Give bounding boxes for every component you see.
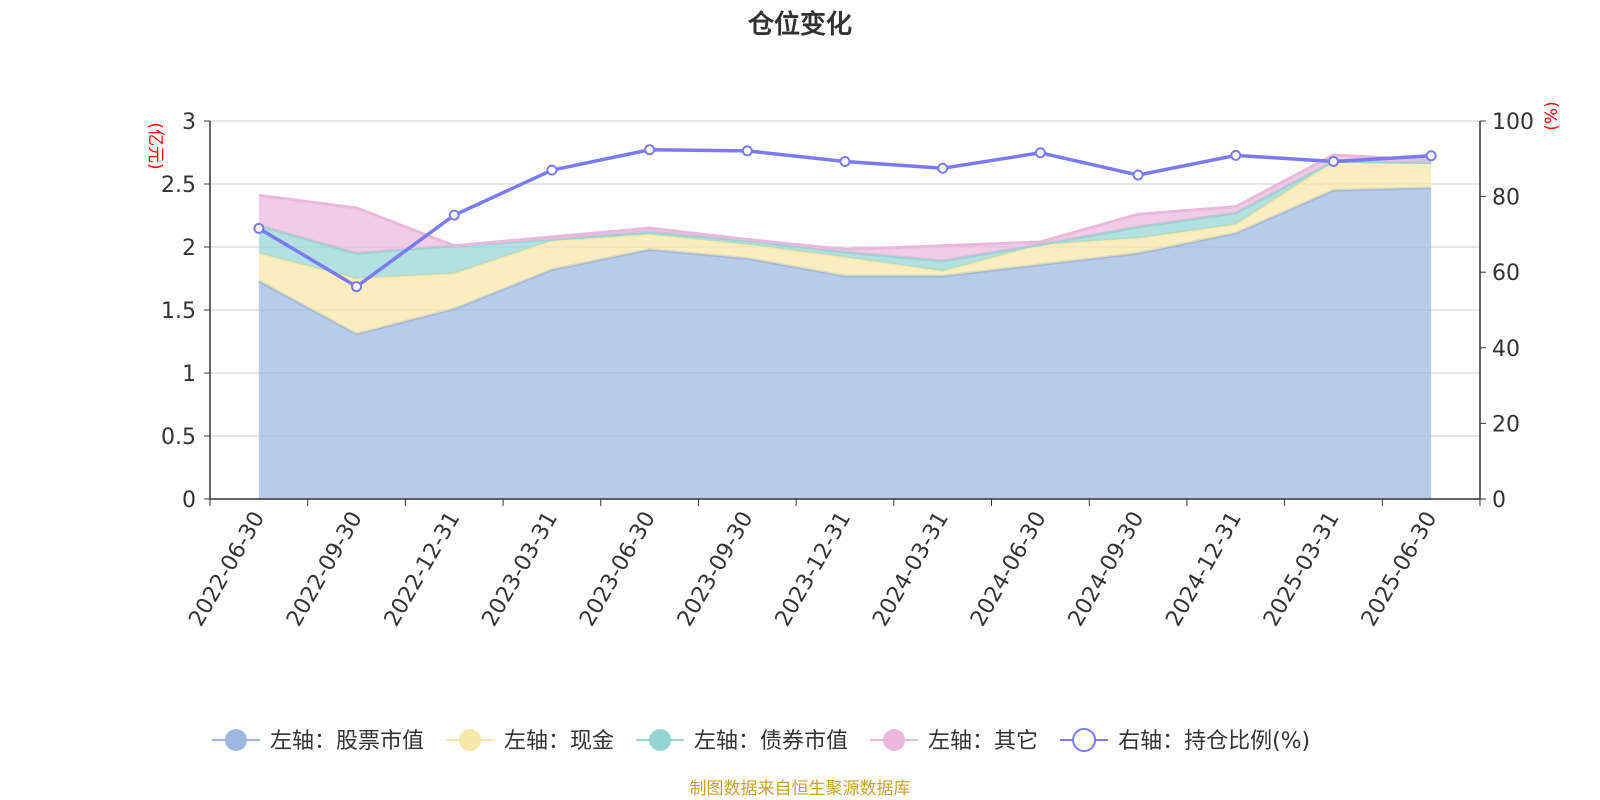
x-tick-label: 2022-12-31 xyxy=(380,508,466,631)
area-edge-3 xyxy=(258,153,1432,252)
legend-item-3: 左轴：其它 xyxy=(870,729,1038,754)
x-tick-label: 2022-09-30 xyxy=(282,508,368,631)
chart-title: 仓位变化 xyxy=(747,9,852,40)
left-tick-label: 1.5 xyxy=(161,299,196,324)
x-tick-label: 2023-03-31 xyxy=(478,508,564,631)
ratio-point xyxy=(1132,169,1144,181)
legend-marker xyxy=(225,729,247,751)
x-tick-label: 2025-06-30 xyxy=(1357,508,1443,631)
right-tick-label: 40 xyxy=(1492,337,1520,362)
ratio-point xyxy=(644,144,656,156)
ratio-point xyxy=(1034,147,1046,159)
right-tick-label: 100 xyxy=(1492,110,1534,135)
x-tick-label: 2023-06-30 xyxy=(575,508,661,631)
legend: 左轴：股票市值 左轴：现金 左轴：债券市值 左轴：其它 右轴：持仓比例(%) xyxy=(212,728,1310,754)
right-tick-label: 60 xyxy=(1492,261,1520,286)
x-tick-label: 2023-09-30 xyxy=(673,508,759,631)
legend-item-2: 左轴：债券市值 xyxy=(636,729,848,754)
right-axis-unit: (%) xyxy=(1542,101,1562,130)
legend-item-1: 左轴：现金 xyxy=(446,729,614,754)
ratio-point xyxy=(937,162,949,174)
ratio-point xyxy=(351,281,363,293)
ratio-point xyxy=(1327,155,1339,167)
x-tick-label: 2024-12-31 xyxy=(1161,508,1247,631)
legend-label: 右轴：持仓比例(%) xyxy=(1118,729,1310,754)
ratio-point xyxy=(741,145,753,157)
left-tick-label: 2 xyxy=(182,236,196,261)
legend-label: 左轴：现金 xyxy=(504,729,614,754)
x-tick-label: 2023-12-31 xyxy=(771,508,857,631)
right-tick-label: 80 xyxy=(1492,186,1520,211)
right-tick-label: 0 xyxy=(1492,488,1506,513)
legend-marker xyxy=(1072,728,1097,752)
legend-marker xyxy=(459,729,482,751)
data-source-note: 制图数据来自恒生聚源数据库 xyxy=(690,779,911,799)
legend-marker xyxy=(649,729,672,751)
x-tick-label: 2024-09-30 xyxy=(1064,508,1150,631)
left-tick-label: 0 xyxy=(182,488,196,513)
left-tick-label: 0.5 xyxy=(161,425,196,450)
ratio-point xyxy=(448,209,460,221)
left-axis-unit: (亿元) xyxy=(145,122,165,169)
left-tick-label: 2.5 xyxy=(161,173,196,198)
x-tick-label: 2024-06-30 xyxy=(966,508,1052,631)
legend-item-0: 左轴：股票市值 xyxy=(212,729,424,754)
ratio-point xyxy=(546,164,558,176)
right-tick-label: 20 xyxy=(1492,412,1520,437)
ratio-point xyxy=(1425,150,1437,162)
legend-label: 左轴：其它 xyxy=(928,729,1038,754)
legend-label: 左轴：债券市值 xyxy=(694,729,848,754)
left-tick-label: 3 xyxy=(182,110,196,135)
ratio-point xyxy=(839,155,851,167)
legend-label: 左轴：股票市值 xyxy=(270,729,424,754)
ratio-point xyxy=(253,222,265,234)
position-ratio-line xyxy=(253,144,1437,293)
x-tick-label: 2025-03-31 xyxy=(1259,508,1345,631)
left-tick-label: 1 xyxy=(182,362,196,387)
x-tick-label: 2022-06-30 xyxy=(184,508,270,631)
area-0 xyxy=(258,187,1432,499)
stacked-areas xyxy=(258,153,1432,499)
legend-marker xyxy=(883,729,906,751)
legend-item-4: 右轴：持仓比例(%) xyxy=(1060,728,1310,754)
area-1 xyxy=(258,161,1432,334)
x-tick-label: 2024-03-31 xyxy=(868,508,954,631)
ratio-point xyxy=(1230,149,1242,161)
